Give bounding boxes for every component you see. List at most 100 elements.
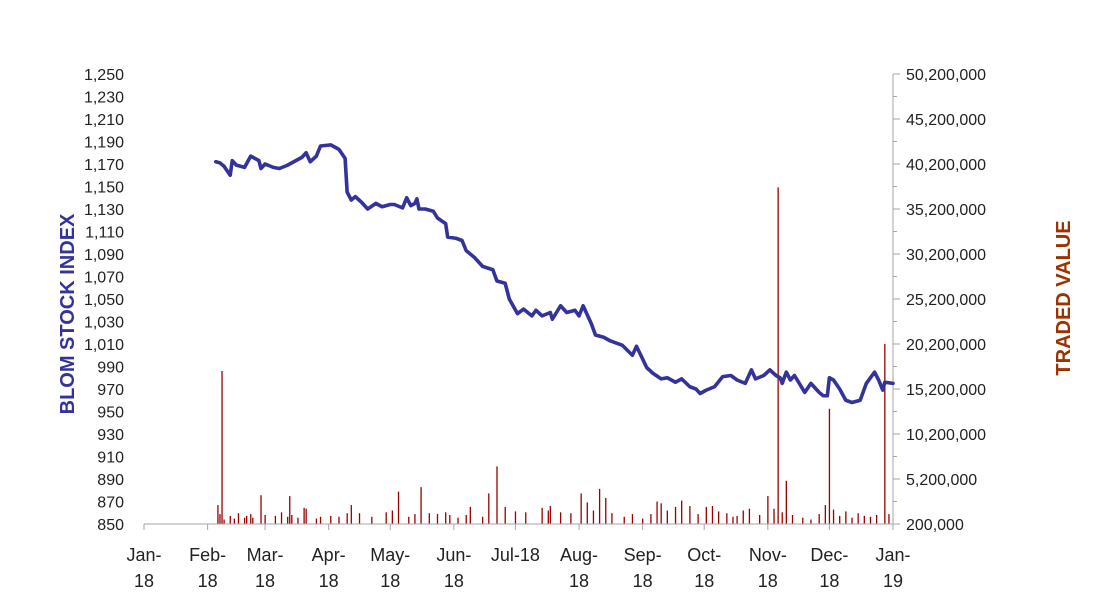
x-tick-label-year: 18 bbox=[569, 571, 589, 591]
traded-value-bar bbox=[488, 493, 490, 524]
traded-value-bar bbox=[586, 502, 588, 524]
traded-value-bar bbox=[414, 514, 416, 524]
y-left-tick-label: 890 bbox=[97, 472, 124, 489]
traded-value-bar bbox=[397, 491, 400, 524]
y-left-tick-label: 990 bbox=[97, 360, 124, 377]
tick-labels: Jan- 18 Feb- 18 Mar- 18 Apr- 18 May- 18 Jun- 18 Jul-… bbox=[84, 67, 986, 591]
traded-value-bar bbox=[623, 516, 625, 524]
traded-value-bar bbox=[289, 496, 291, 524]
y-right-tick-label: 5,200,000 bbox=[906, 472, 977, 489]
traded-value-bar bbox=[445, 512, 447, 524]
traded-value-bar bbox=[828, 408, 831, 524]
traded-value-bar bbox=[217, 505, 219, 524]
traded-value-bar bbox=[264, 515, 266, 524]
y-right-tick-label: 50,200,000 bbox=[906, 67, 986, 84]
traded-value-bar bbox=[832, 509, 835, 524]
traded-value-bar bbox=[559, 512, 562, 524]
y-right-tick-label: 20,200,000 bbox=[906, 337, 986, 354]
traded-value-bar bbox=[246, 515, 248, 524]
traded-value-bar bbox=[436, 514, 439, 524]
traded-value-bar bbox=[660, 503, 662, 524]
y-right-tick-label: 15,200,000 bbox=[906, 382, 986, 399]
traded-value-bar bbox=[748, 508, 751, 524]
traded-value-bar bbox=[570, 513, 572, 524]
traded-value-bar bbox=[330, 515, 332, 524]
traded-value-bar bbox=[742, 510, 744, 524]
traded-value-bar bbox=[869, 516, 872, 524]
traded-value-bar bbox=[420, 487, 422, 524]
x-tick-label-year: 18 bbox=[694, 571, 714, 591]
x-tick-label-year: 18 bbox=[633, 571, 653, 591]
traded-value-bar bbox=[252, 517, 254, 524]
y-left-tick-label: 1,010 bbox=[84, 337, 124, 354]
traded-value-bar bbox=[346, 513, 348, 524]
traded-value-bar bbox=[260, 495, 262, 524]
traded-value-bar bbox=[736, 515, 738, 524]
traded-value-bar bbox=[274, 515, 277, 524]
traded-value-bar bbox=[469, 506, 471, 524]
traded-value-bar bbox=[229, 515, 231, 524]
y-right-tick-label: 40,200,000 bbox=[906, 157, 986, 174]
traded-value-bar bbox=[223, 519, 225, 524]
traded-value-bar bbox=[851, 517, 853, 524]
traded-value-bar bbox=[705, 506, 707, 524]
x-tick-label: Nov- bbox=[749, 545, 787, 565]
y-left-tick-label: 970 bbox=[97, 382, 124, 399]
traded-value-bar bbox=[592, 510, 595, 524]
traded-value-bar bbox=[303, 507, 305, 524]
traded-value-bar bbox=[717, 511, 720, 524]
traded-value-bar bbox=[338, 516, 340, 524]
index-line-path bbox=[214, 143, 895, 405]
y-left-tick-label: 1,090 bbox=[84, 247, 124, 264]
traded-value-bar bbox=[777, 187, 779, 524]
traded-value-bar bbox=[315, 518, 318, 524]
traded-value-bar bbox=[791, 515, 794, 524]
traded-value-bar bbox=[767, 496, 769, 524]
x-tick-label-year: 18 bbox=[319, 571, 339, 591]
y-left-tick-label: 930 bbox=[97, 427, 124, 444]
traded-value-bar bbox=[697, 514, 699, 524]
traded-value-bar bbox=[391, 510, 393, 524]
x-tick-label-year: 18 bbox=[198, 571, 218, 591]
y-left-tick-label: 1,230 bbox=[84, 90, 124, 107]
traded-value-bar bbox=[358, 513, 361, 524]
y-left-tick-label: 1,210 bbox=[84, 112, 124, 129]
y-left-tick-label: 870 bbox=[97, 495, 124, 512]
x-tick-label: Jan- bbox=[126, 545, 161, 565]
traded-value-bar bbox=[350, 505, 352, 524]
traded-value-bar bbox=[297, 517, 299, 524]
traded-value-bar bbox=[839, 515, 841, 524]
traded-value-bar bbox=[457, 517, 459, 524]
traded-value-bar bbox=[759, 515, 761, 524]
x-tick-label-year: 18 bbox=[444, 571, 464, 591]
y-left-tick-label: 950 bbox=[97, 405, 124, 422]
traded-value-bar bbox=[465, 515, 467, 524]
index-line bbox=[214, 143, 895, 405]
y-right-tick-label: 35,200,000 bbox=[906, 202, 986, 219]
traded-value-bar bbox=[773, 508, 775, 524]
y-left-tick-label: 910 bbox=[97, 450, 124, 467]
traded-value-bar bbox=[371, 516, 373, 524]
traded-value-bar bbox=[631, 514, 634, 524]
x-tick-label: Jun- bbox=[436, 545, 471, 565]
x-tick-label-year: 18 bbox=[758, 571, 778, 591]
traded-value-bar bbox=[711, 506, 714, 524]
traded-value-bar bbox=[221, 371, 223, 524]
x-tick-label: Feb- bbox=[189, 545, 226, 565]
traded-value-bar bbox=[656, 501, 658, 524]
y-left-tick-label: 1,130 bbox=[84, 202, 124, 219]
traded-value-bar bbox=[408, 516, 410, 524]
y-right-tick-label: 30,200,000 bbox=[906, 247, 986, 264]
x-tick-label-year: 19 bbox=[883, 571, 903, 591]
traded-value-bar bbox=[726, 513, 728, 524]
traded-value-bar bbox=[525, 512, 527, 524]
traded-value-bar bbox=[243, 517, 246, 524]
traded-value-bar bbox=[598, 488, 601, 524]
traded-value-bar bbox=[611, 513, 613, 524]
traded-value-bar bbox=[845, 511, 847, 524]
traded-value-bar bbox=[810, 519, 812, 524]
traded-value-bar bbox=[428, 513, 430, 524]
y-left-tick-label: 1,030 bbox=[84, 315, 124, 332]
traded-value-bar bbox=[504, 506, 506, 524]
y-right-tick-label: 200,000 bbox=[906, 517, 964, 534]
